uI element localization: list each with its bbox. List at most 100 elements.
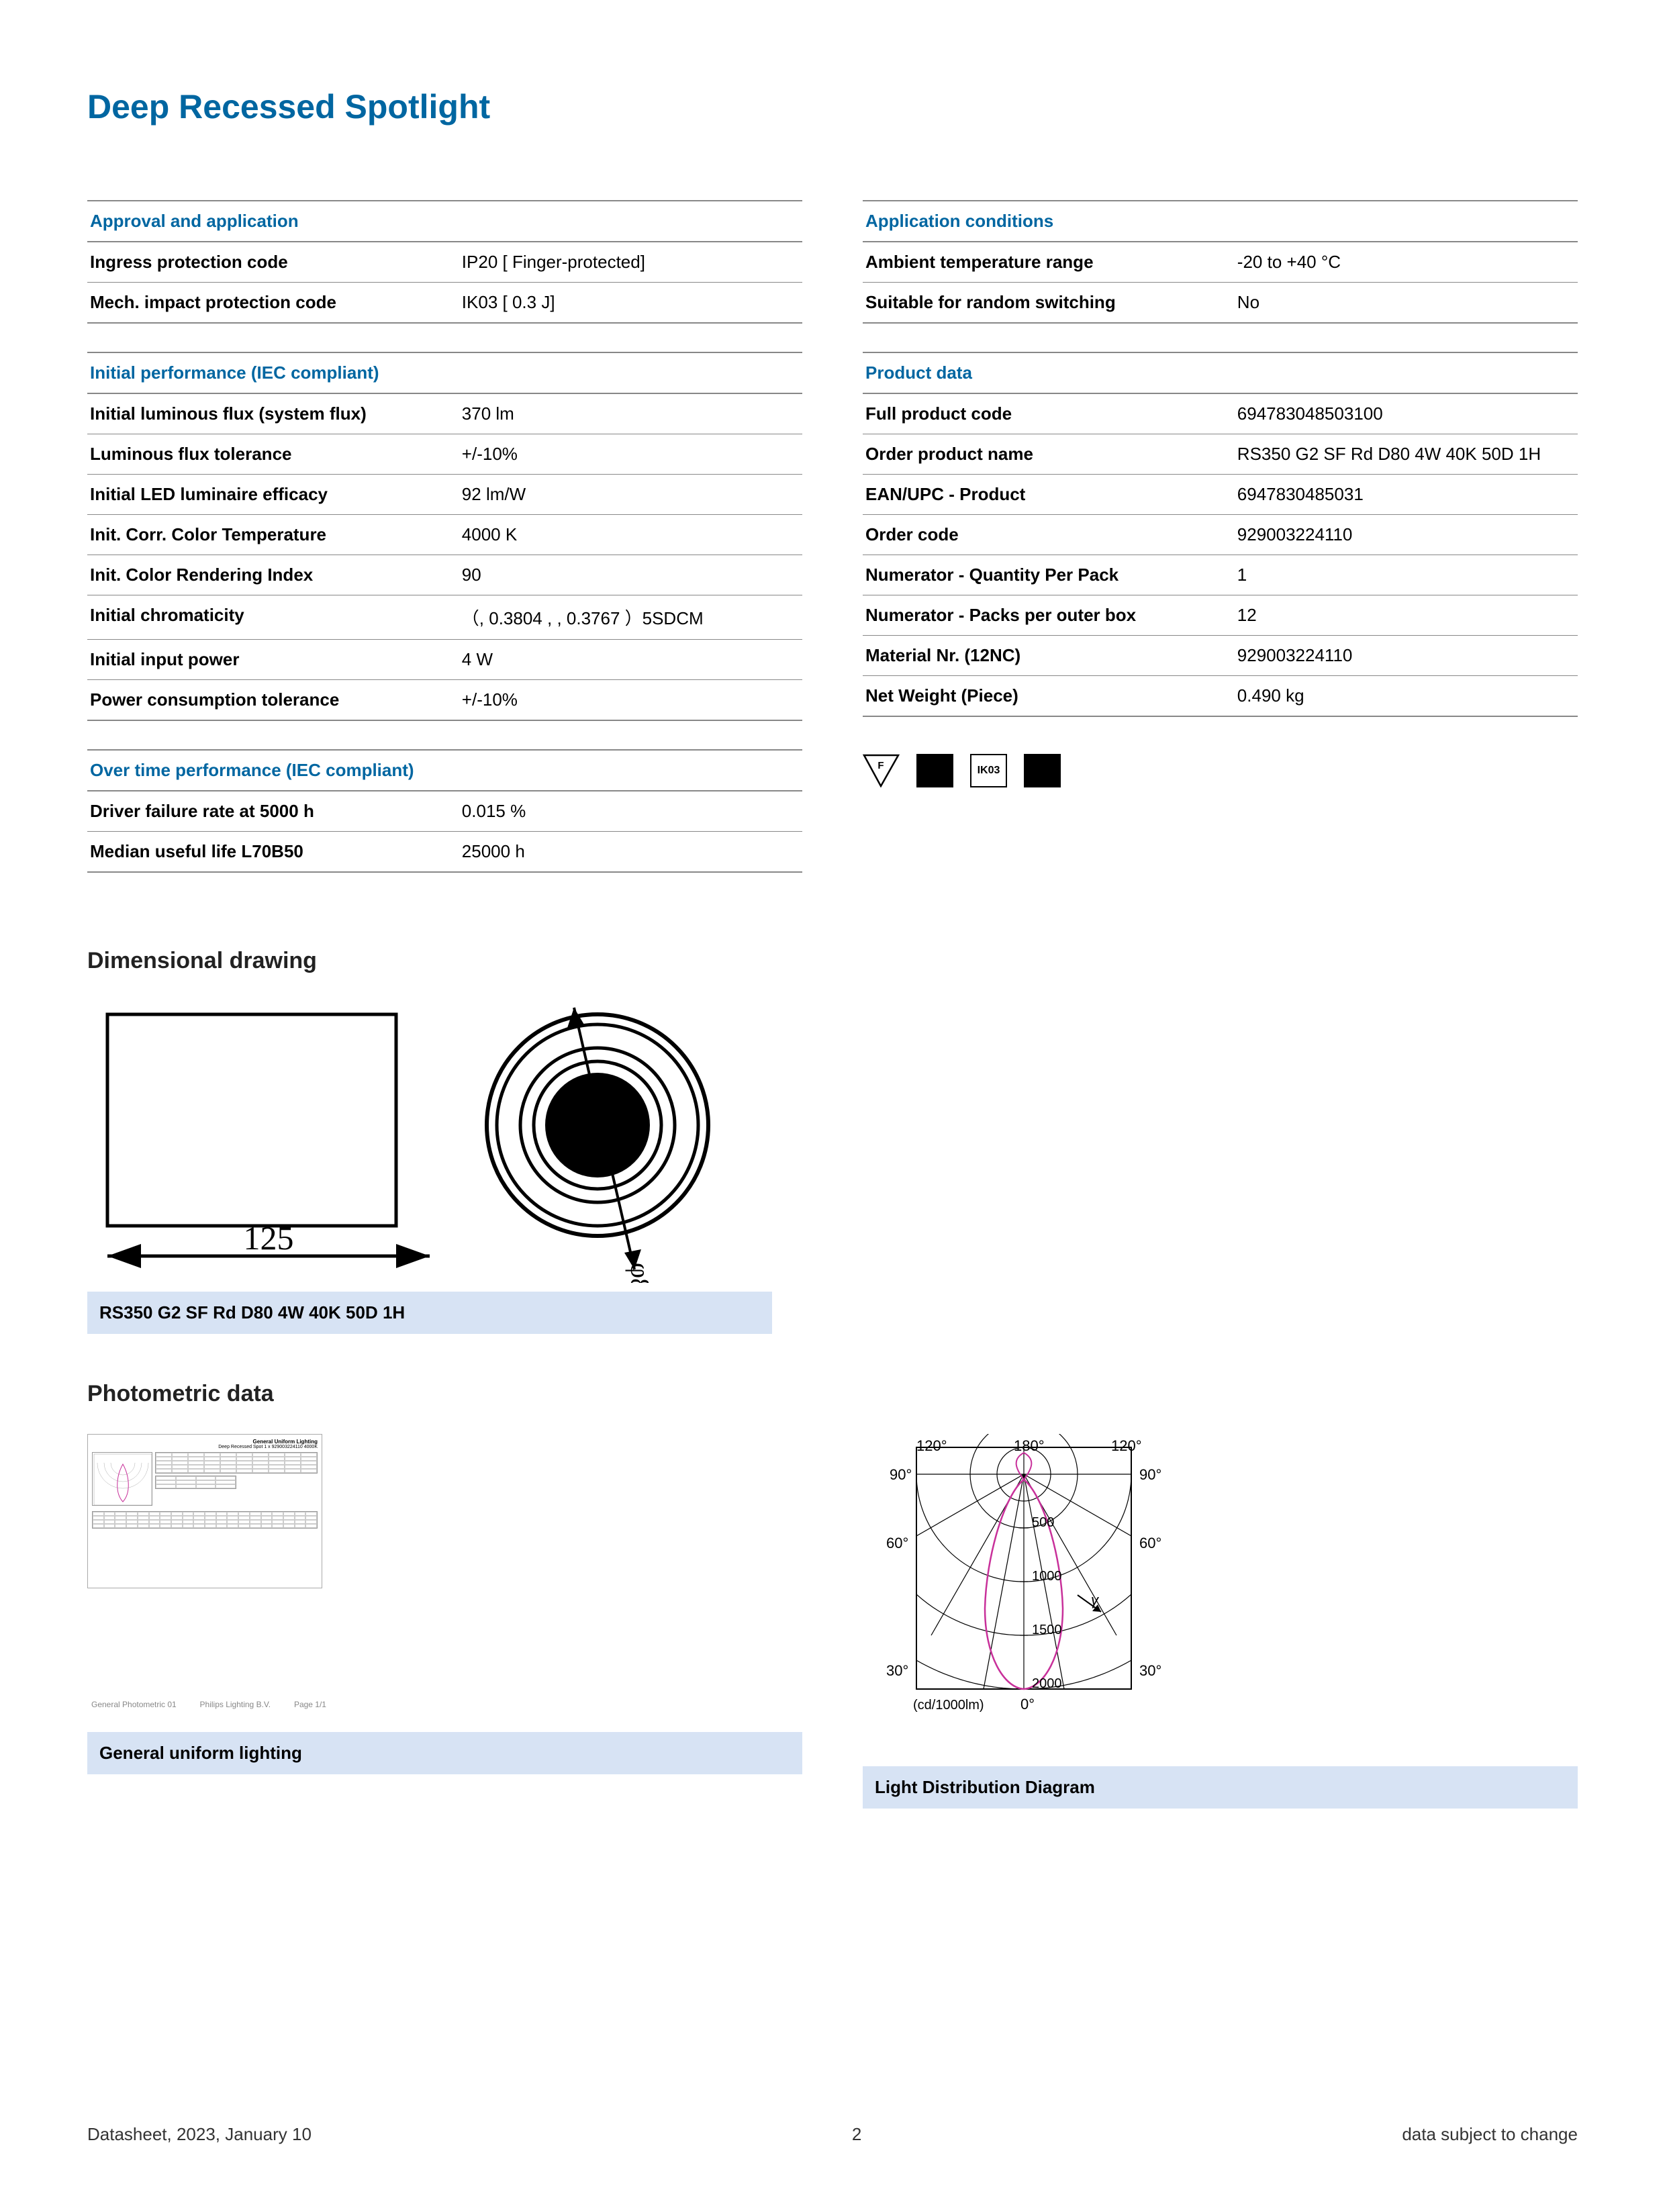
left-column: Approval and applicationIngress protecti… [87,200,802,901]
footer-left: Datasheet, 2023, January 10 [87,2124,312,2145]
table-row: Initial LED luminaire efficacy92 lm/W [87,475,802,515]
thumb-footer-right: Page 1/1 [294,1700,326,1709]
thumb-footer-left: General Photometric 01 [91,1700,177,1709]
row-label: Ambient temperature range [863,242,1235,283]
table-row: Ingress protection codeIP20 [ Finger-pro… [87,242,802,283]
row-label: Init. Color Rendering Index [87,555,459,595]
row-value: +/-10% [459,680,802,721]
svg-text:180°: 180° [1014,1437,1045,1454]
svg-text:0°: 0° [1020,1696,1035,1713]
table-row: Net Weight (Piece)0.490 kg [863,676,1578,717]
svg-text:γ: γ [1091,1592,1100,1608]
svg-text:90°: 90° [890,1466,912,1483]
row-value: 0.490 kg [1235,676,1578,717]
row-label: Order product name [863,434,1235,475]
row-label: Suitable for random switching [863,283,1235,324]
photometric-thumbnail: General Uniform Lighting Deep Recessed S… [87,1434,322,1588]
diameter-label: φ80 [625,1263,655,1283]
table-row: Luminous flux tolerance+/-10% [87,434,802,475]
table-row: Order code929003224110 [863,515,1578,555]
dimensional-heading: Dimensional drawing [87,948,1578,974]
right-column: Application conditionsAmbient temperatur… [863,200,1578,901]
row-value: 929003224110 [1235,515,1578,555]
black-square-icon [1024,754,1061,787]
spec-table: Application conditionsAmbient temperatur… [863,200,1578,324]
row-label: Power consumption tolerance [87,680,459,721]
row-label: Driver failure rate at 5000 h [87,791,459,832]
svg-text:2000: 2000 [1032,1676,1062,1691]
table-section-header: Approval and application [87,201,802,242]
row-label: Median useful life L70B50 [87,832,459,873]
svg-text:30°: 30° [886,1662,908,1679]
row-label: Ingress protection code [87,242,459,283]
table-row: Suitable for random switchingNo [863,283,1578,324]
row-label: Numerator - Quantity Per Pack [863,555,1235,595]
table-row: Initial input power4 W [87,640,802,680]
spec-table: Initial performance (IEC compliant)Initi… [87,352,802,721]
row-label: Luminous flux tolerance [87,434,459,475]
row-label: Mech. impact protection code [87,283,459,324]
row-value: 0.015 % [459,791,802,832]
table-row: Full product code694783048503100 [863,393,1578,434]
row-value: 25000 h [459,832,802,873]
row-value: No [1235,283,1578,324]
photometric-left: General Uniform Lighting Deep Recessed S… [87,1434,802,1809]
row-label: Init. Corr. Color Temperature [87,515,459,555]
table-row: Material Nr. (12NC)929003224110 [863,636,1578,676]
svg-text:30°: 30° [1139,1662,1161,1679]
spec-table: Approval and applicationIngress protecti… [87,200,802,324]
row-label: Full product code [863,393,1235,434]
row-label: Initial input power [87,640,459,680]
svg-text:90°: 90° [1139,1466,1161,1483]
row-label: Net Weight (Piece) [863,676,1235,717]
table-row: Numerator - Quantity Per Pack1 [863,555,1578,595]
table-row: Numerator - Packs per outer box12 [863,595,1578,636]
svg-text:120°: 120° [1111,1437,1142,1454]
black-square-icon [916,754,953,787]
photometric-row: General Uniform Lighting Deep Recessed S… [87,1434,1578,1809]
f-mark-icon: F [863,754,900,787]
row-label: Numerator - Packs per outer box [863,595,1235,636]
row-value: （, 0.3804 , , 0.3767 ）5SDCM [459,595,802,640]
thumb-title: General Uniform Lighting [92,1439,318,1445]
photometric-right-caption: Light Distribution Diagram [863,1766,1578,1809]
table-section-header: Application conditions [863,201,1578,242]
row-value: -20 to +40 °C [1235,242,1578,283]
svg-text:F: F [877,760,884,771]
table-row: Power consumption tolerance+/-10% [87,680,802,721]
row-value: RS350 G2 SF Rd D80 4W 40K 50D 1H [1235,434,1578,475]
table-row: Init. Color Rendering Index90 [87,555,802,595]
table-section-header: Initial performance (IEC compliant) [87,352,802,393]
svg-text:60°: 60° [1139,1535,1161,1551]
row-label: Material Nr. (12NC) [863,636,1235,676]
row-value: +/-10% [459,434,802,475]
table-row: Ambient temperature range-20 to +40 °C [863,242,1578,283]
svg-text:1500: 1500 [1032,1623,1062,1637]
photometric-right: γ 500 1000 1500 2000 120° 180° 120° 90° … [863,1434,1578,1809]
footer-page-number: 2 [852,2124,861,2145]
table-row: Driver failure rate at 5000 h0.015 % [87,791,802,832]
row-label: Initial luminous flux (system flux) [87,393,459,434]
row-value: 370 lm [459,393,802,434]
table-section-header: Product data [863,352,1578,393]
table-row: Initial chromaticity（, 0.3804 , , 0.3767… [87,595,802,640]
row-value: 92 lm/W [459,475,802,515]
table-section-header: Over time performance (IEC compliant) [87,750,802,791]
table-row: EAN/UPC - Product6947830485031 [863,475,1578,515]
svg-text:(cd/1000lm): (cd/1000lm) [913,1698,984,1713]
ik-rating-icon: IK03 [970,754,1007,787]
row-value: 929003224110 [1235,636,1578,676]
certification-icons: F IK03 [863,754,1578,787]
table-row: Mech. impact protection codeIK03 [ 0.3 J… [87,283,802,324]
photometric-left-caption: General uniform lighting [87,1732,802,1774]
row-value: 694783048503100 [1235,393,1578,434]
table-row: Order product nameRS350 G2 SF Rd D80 4W … [863,434,1578,475]
page-title: Deep Recessed Spotlight [87,87,1578,126]
row-value: 1 [1235,555,1578,595]
spec-table: Over time performance (IEC compliant)Dri… [87,749,802,873]
table-row: Initial luminous flux (system flux)370 l… [87,393,802,434]
spec-table: Product dataFull product code69478304850… [863,352,1578,717]
row-label: Order code [863,515,1235,555]
page-footer: Datasheet, 2023, January 10 2 data subje… [87,2124,1578,2145]
table-row: Init. Corr. Color Temperature4000 K [87,515,802,555]
